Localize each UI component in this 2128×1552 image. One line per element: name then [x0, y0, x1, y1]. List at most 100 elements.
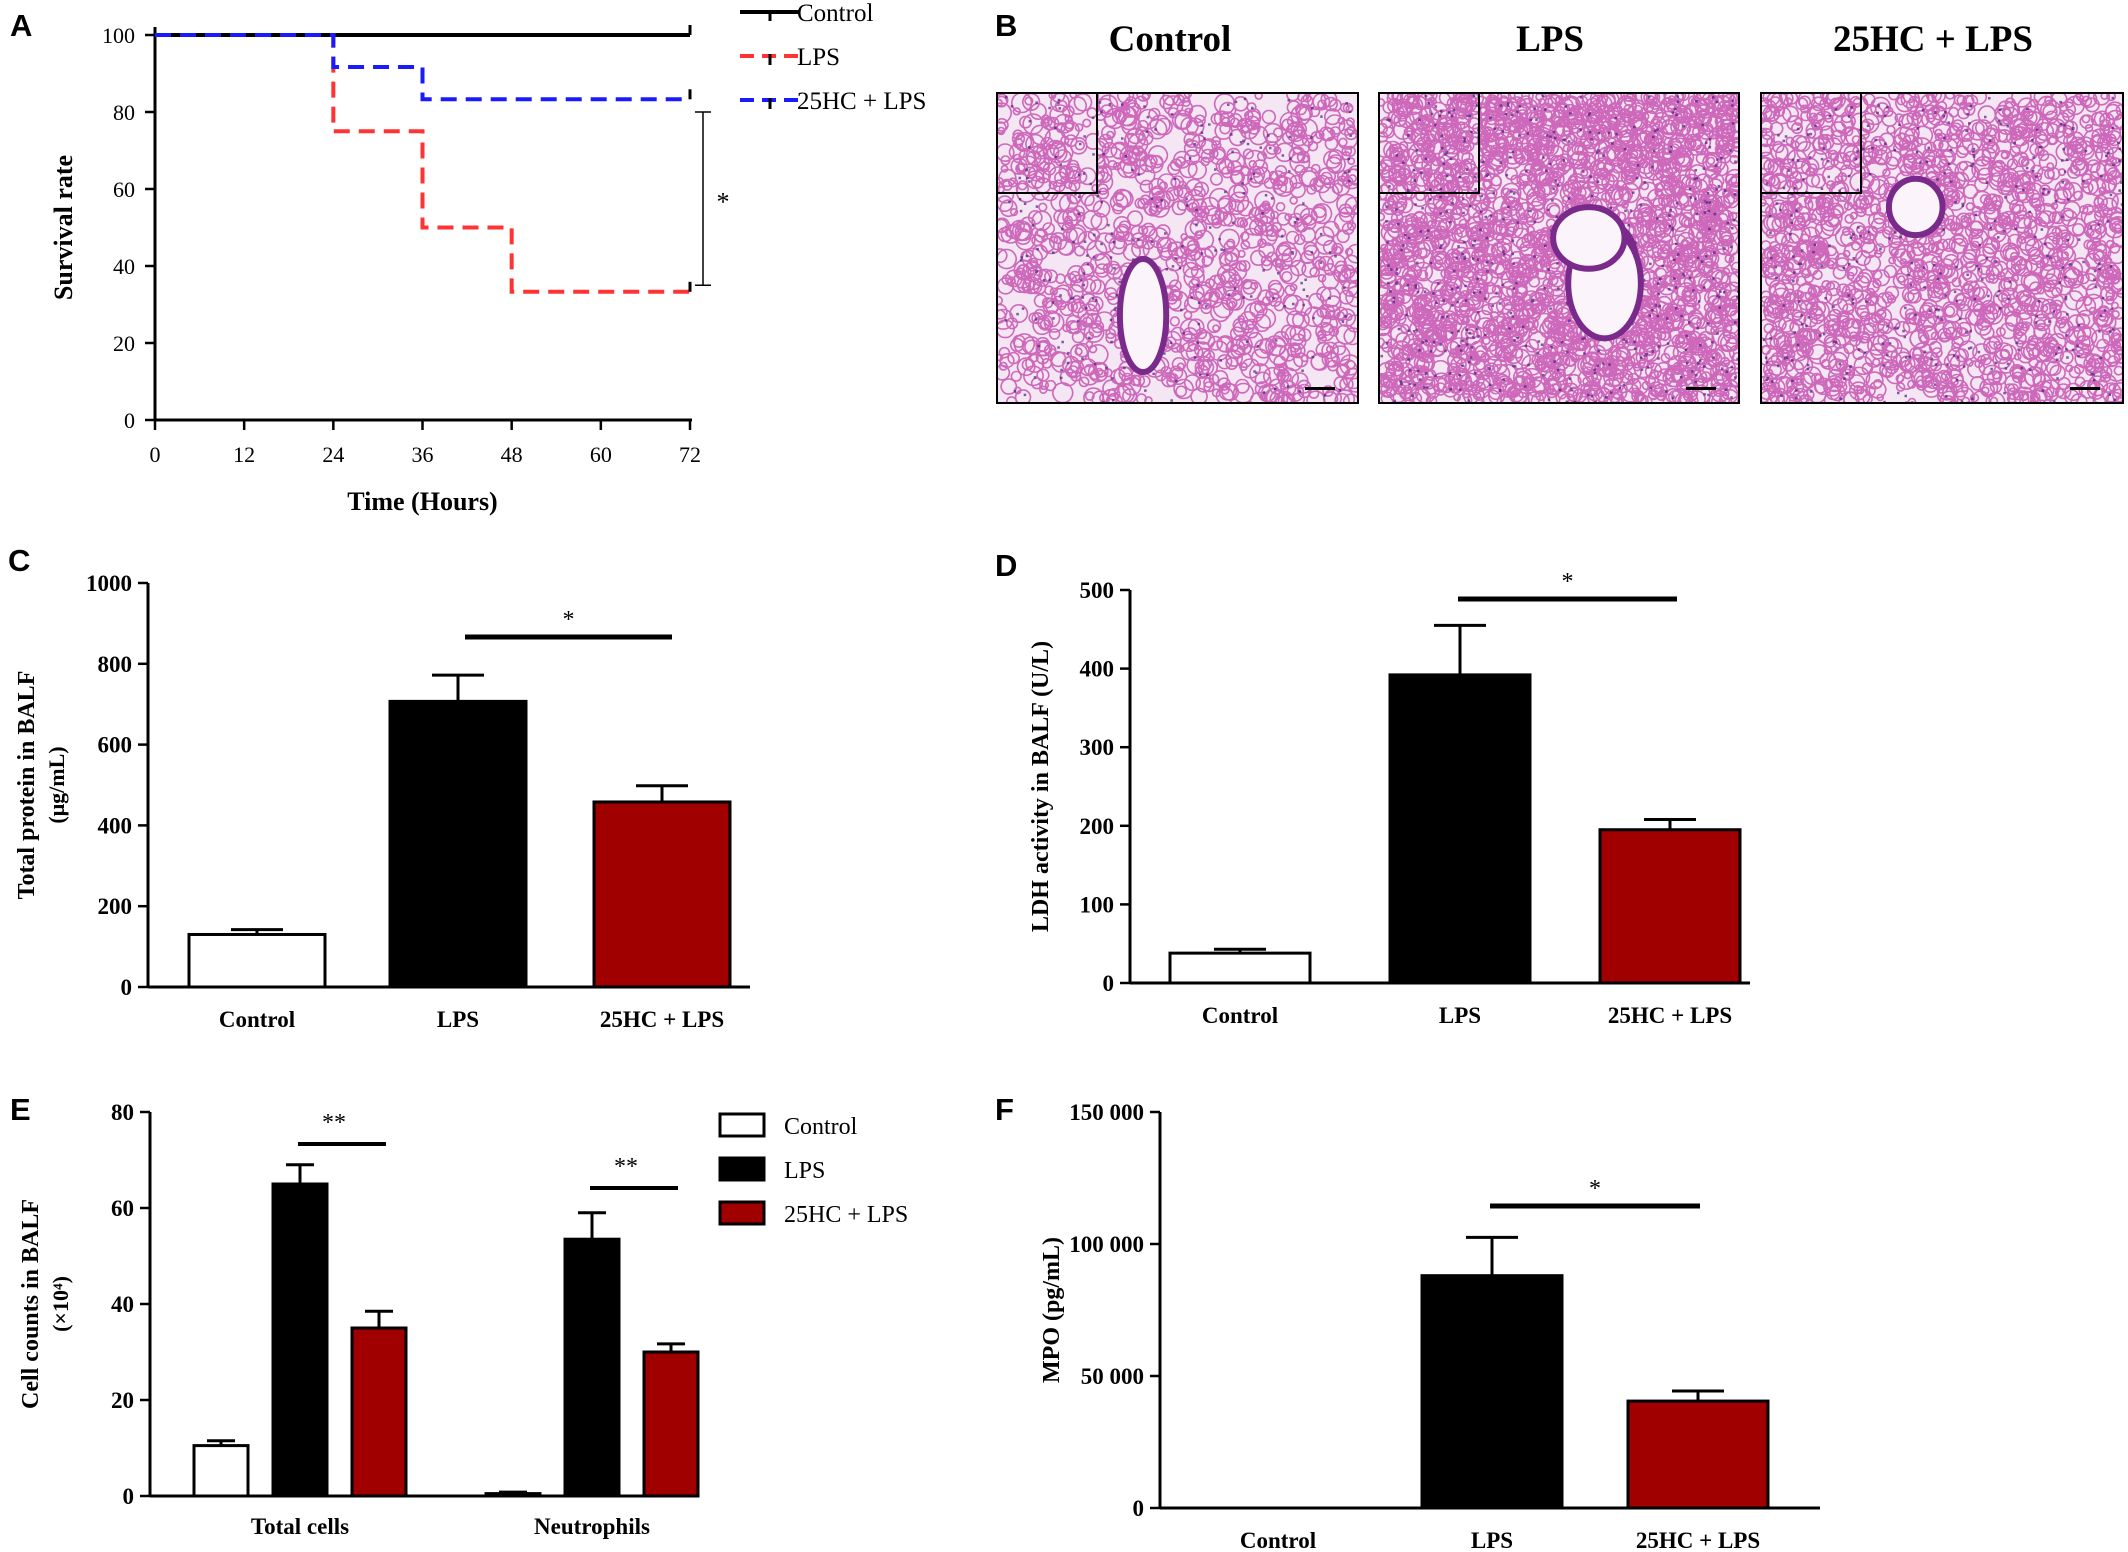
y-tick-label: 60 — [111, 1196, 134, 1221]
histology-image-25hc-lps — [1760, 92, 2124, 404]
x-category-label: Control — [1202, 1003, 1278, 1028]
histology-title-control: Control — [1108, 19, 1232, 60]
y-tick-label: 1000 — [86, 571, 132, 596]
y-tick-label: 0 — [123, 1484, 135, 1509]
cell-counts-chart: 0 20 40 60 80 Total cells ** Neutrophils ** Cell … — [18, 1100, 908, 1539]
mpo-chart: 0 50 000 100 000 150 000 Control LPS 25HC + LP… — [1039, 1100, 1820, 1552]
airway — [1885, 175, 1946, 239]
histology-title-25hc-lps: 25HC + LPS — [1833, 19, 2033, 60]
bar-25hc-lps — [1626, 1399, 1770, 1510]
bar-control — [1168, 951, 1312, 985]
x-tick-label: 12 — [233, 442, 255, 467]
y-tick-label: 80 — [113, 100, 135, 125]
bar-control — [187, 932, 327, 989]
scale-bar — [1305, 387, 1335, 390]
airway — [1116, 255, 1170, 376]
scale-bar — [1686, 387, 1716, 390]
y-tick-label: 400 — [1080, 657, 1115, 682]
x-category-label: 25HC + LPS — [600, 1007, 724, 1032]
y-axis-label: LDH activity in BALF (U/L) — [1028, 641, 1054, 932]
x-category-label: Control — [1240, 1528, 1316, 1552]
x-tick-label: 36 — [412, 442, 434, 467]
x-category-label: Control — [219, 1007, 295, 1032]
histology-panel: Control LPS 25HC + LPS — [990, 0, 2128, 420]
legend-label: Control — [784, 1114, 858, 1140]
y-tick-label: 40 — [111, 1292, 134, 1317]
significance-star: * — [1589, 1176, 1601, 1202]
y-axis-label: MPO (pg/mL) — [1039, 1237, 1065, 1383]
y-tick-label: 150 000 — [1069, 1100, 1144, 1125]
y-tick-label: 40 — [113, 254, 135, 279]
y-tick-label: 20 — [111, 1388, 134, 1413]
y-tick-label: 500 — [1080, 578, 1115, 603]
x-category-label: 25HC + LPS — [1608, 1003, 1732, 1028]
y-tick-label: 100 — [1080, 892, 1115, 917]
histology-inset-control — [998, 94, 1098, 194]
x-tick-label: 48 — [501, 442, 523, 467]
legend-swatch-control — [718, 1112, 766, 1138]
bar-lps — [563, 1237, 621, 1498]
panel-label-d: D — [995, 548, 1018, 583]
y-tick-label: 50 000 — [1081, 1364, 1144, 1389]
histology-image-lps — [1378, 92, 1740, 404]
survival-line-25hc-lps — [155, 33, 690, 102]
y-tick-label: 0 — [121, 975, 133, 1000]
survival-line-lps — [155, 33, 690, 294]
total-protein-chart: 0 200 400 600 800 1000 Control LPS 25HC + LPS Tot… — [14, 571, 750, 1032]
legend-label: 25HC + LPS — [797, 88, 926, 115]
x-category-label: Neutrophils — [534, 1514, 650, 1539]
y-tick-label: 80 — [111, 1100, 134, 1125]
legend-label: Control — [797, 0, 873, 27]
y-tick-label: 60 — [113, 177, 135, 202]
bar-25hc-lps — [592, 800, 732, 989]
bar-lps — [1420, 1274, 1564, 1510]
panel-label-e: E — [10, 1092, 31, 1127]
bar-25hc-lps — [350, 1326, 408, 1498]
x-tick-label: 0 — [150, 442, 161, 467]
y-tick-label: 0 — [1133, 1496, 1145, 1521]
significance-star: * — [1562, 569, 1574, 595]
y-tick-label: 0 — [124, 408, 135, 433]
histology-image-control — [996, 92, 1359, 404]
y-axis-label: Total protein in BALF — [14, 671, 40, 900]
significance-star: * — [717, 188, 730, 217]
y-axis-unit: (×10⁴) — [48, 1276, 73, 1332]
y-axis-unit: (μg/mL) — [44, 746, 69, 823]
legend-label: LPS — [784, 1158, 825, 1184]
panel-label-b: B — [995, 8, 1018, 43]
significance-star: ** — [614, 1154, 638, 1180]
legend-label: 25HC + LPS — [784, 1202, 908, 1228]
x-tick-label: 24 — [322, 442, 344, 467]
y-tick-label: 200 — [98, 894, 133, 919]
legend-label: LPS — [797, 44, 840, 71]
histology-inset-lps — [1380, 94, 1480, 194]
legend-swatch-lps — [718, 1156, 766, 1182]
ldh-activity-chart: 0 100 200 300 400 500 Control LPS 25HC + LPS LDH … — [1028, 569, 1750, 1028]
x-axis-label: Time (Hours) — [347, 487, 497, 516]
significance-star: ** — [322, 1110, 346, 1136]
y-tick-label: 100 000 — [1069, 1232, 1144, 1257]
y-tick-label: 400 — [98, 813, 133, 838]
airway — [1550, 204, 1628, 272]
y-tick-label: 0 — [1103, 971, 1115, 996]
significance-star: * — [563, 607, 575, 633]
x-category-label: LPS — [1471, 1528, 1513, 1552]
panel-label-a: A — [10, 8, 33, 43]
bar-lps — [1388, 673, 1532, 985]
bar-25hc-lps — [1598, 828, 1742, 985]
bar-control — [192, 1444, 250, 1498]
histology-title-lps: LPS — [1516, 19, 1584, 60]
x-category-label: LPS — [1439, 1003, 1481, 1028]
x-category-label: 25HC + LPS — [1636, 1528, 1760, 1552]
x-tick-label: 72 — [679, 442, 701, 467]
x-category-label: Total cells — [251, 1514, 349, 1539]
y-tick-label: 200 — [1080, 814, 1115, 839]
bar-25hc-lps — [642, 1350, 700, 1498]
panel-label-c: C — [8, 543, 31, 578]
y-tick-label: 300 — [1080, 735, 1115, 760]
bar-control — [484, 1492, 542, 1498]
survival-chart: 0 20 40 60 80 100 0 12 24 36 48 60 72 Time (Hours) Sur… — [49, 0, 926, 516]
histology-inset-25hc-lps — [1762, 94, 1862, 194]
x-tick-label: 60 — [590, 442, 612, 467]
legend-swatch-25hc-lps — [718, 1200, 766, 1226]
